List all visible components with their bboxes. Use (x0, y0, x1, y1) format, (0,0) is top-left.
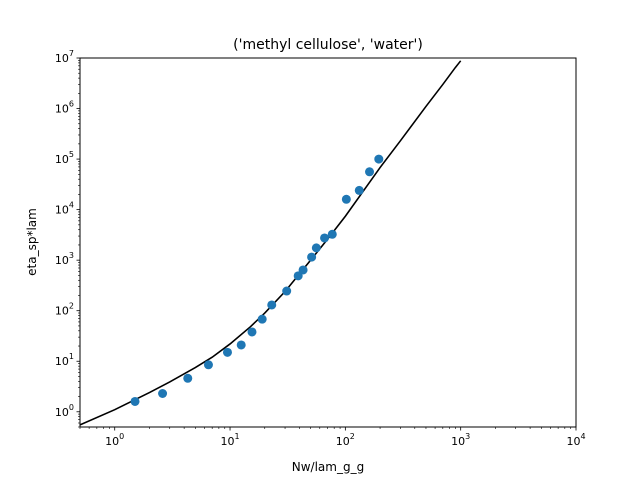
x-tick-label: 104 (566, 432, 585, 448)
data-point (247, 327, 257, 337)
x-tick-label: 100 (105, 432, 124, 448)
y-tick-label: 103 (55, 251, 74, 267)
data-point (365, 167, 375, 177)
data-point (320, 233, 330, 243)
data-point (267, 300, 277, 310)
scatter-point-layer (130, 154, 384, 406)
x-tick-label: 101 (220, 432, 239, 448)
plot-frame (79, 57, 577, 428)
data-point (311, 243, 321, 253)
y-tick-label: 106 (55, 100, 74, 116)
y-tick-label: 100 (55, 403, 74, 419)
y-axis: 100 101 102 103 104 105 106 107 (55, 49, 80, 428)
data-point (298, 265, 308, 275)
data-point (341, 194, 351, 204)
data-point (183, 373, 193, 383)
y-tick-label: 107 (55, 49, 74, 65)
plot-area (80, 60, 462, 426)
y-tick-label: 104 (55, 201, 74, 217)
data-point (203, 360, 213, 370)
chart-title: ('methyl cellulose', 'water') (233, 37, 423, 53)
data-point (282, 286, 292, 296)
data-point (374, 154, 384, 164)
y-tick-label: 102 (55, 302, 74, 318)
data-point (327, 229, 337, 239)
x-axis: 100 101 102 103 104 (79, 427, 586, 448)
data-point (236, 340, 246, 350)
y-tick-label: 105 (55, 150, 74, 166)
x-axis-label: Nw/lam_g_g (292, 460, 364, 474)
data-point (158, 389, 168, 398)
data-point (257, 314, 267, 324)
data-point (354, 185, 364, 195)
x-tick-label: 103 (451, 432, 470, 448)
y-tick-label: 101 (55, 352, 74, 368)
x-tick-label: 102 (336, 432, 355, 448)
y-axis-label: eta_sp*lam (25, 208, 39, 276)
data-point (130, 396, 140, 406)
data-point (307, 252, 317, 262)
data-point (222, 347, 232, 357)
